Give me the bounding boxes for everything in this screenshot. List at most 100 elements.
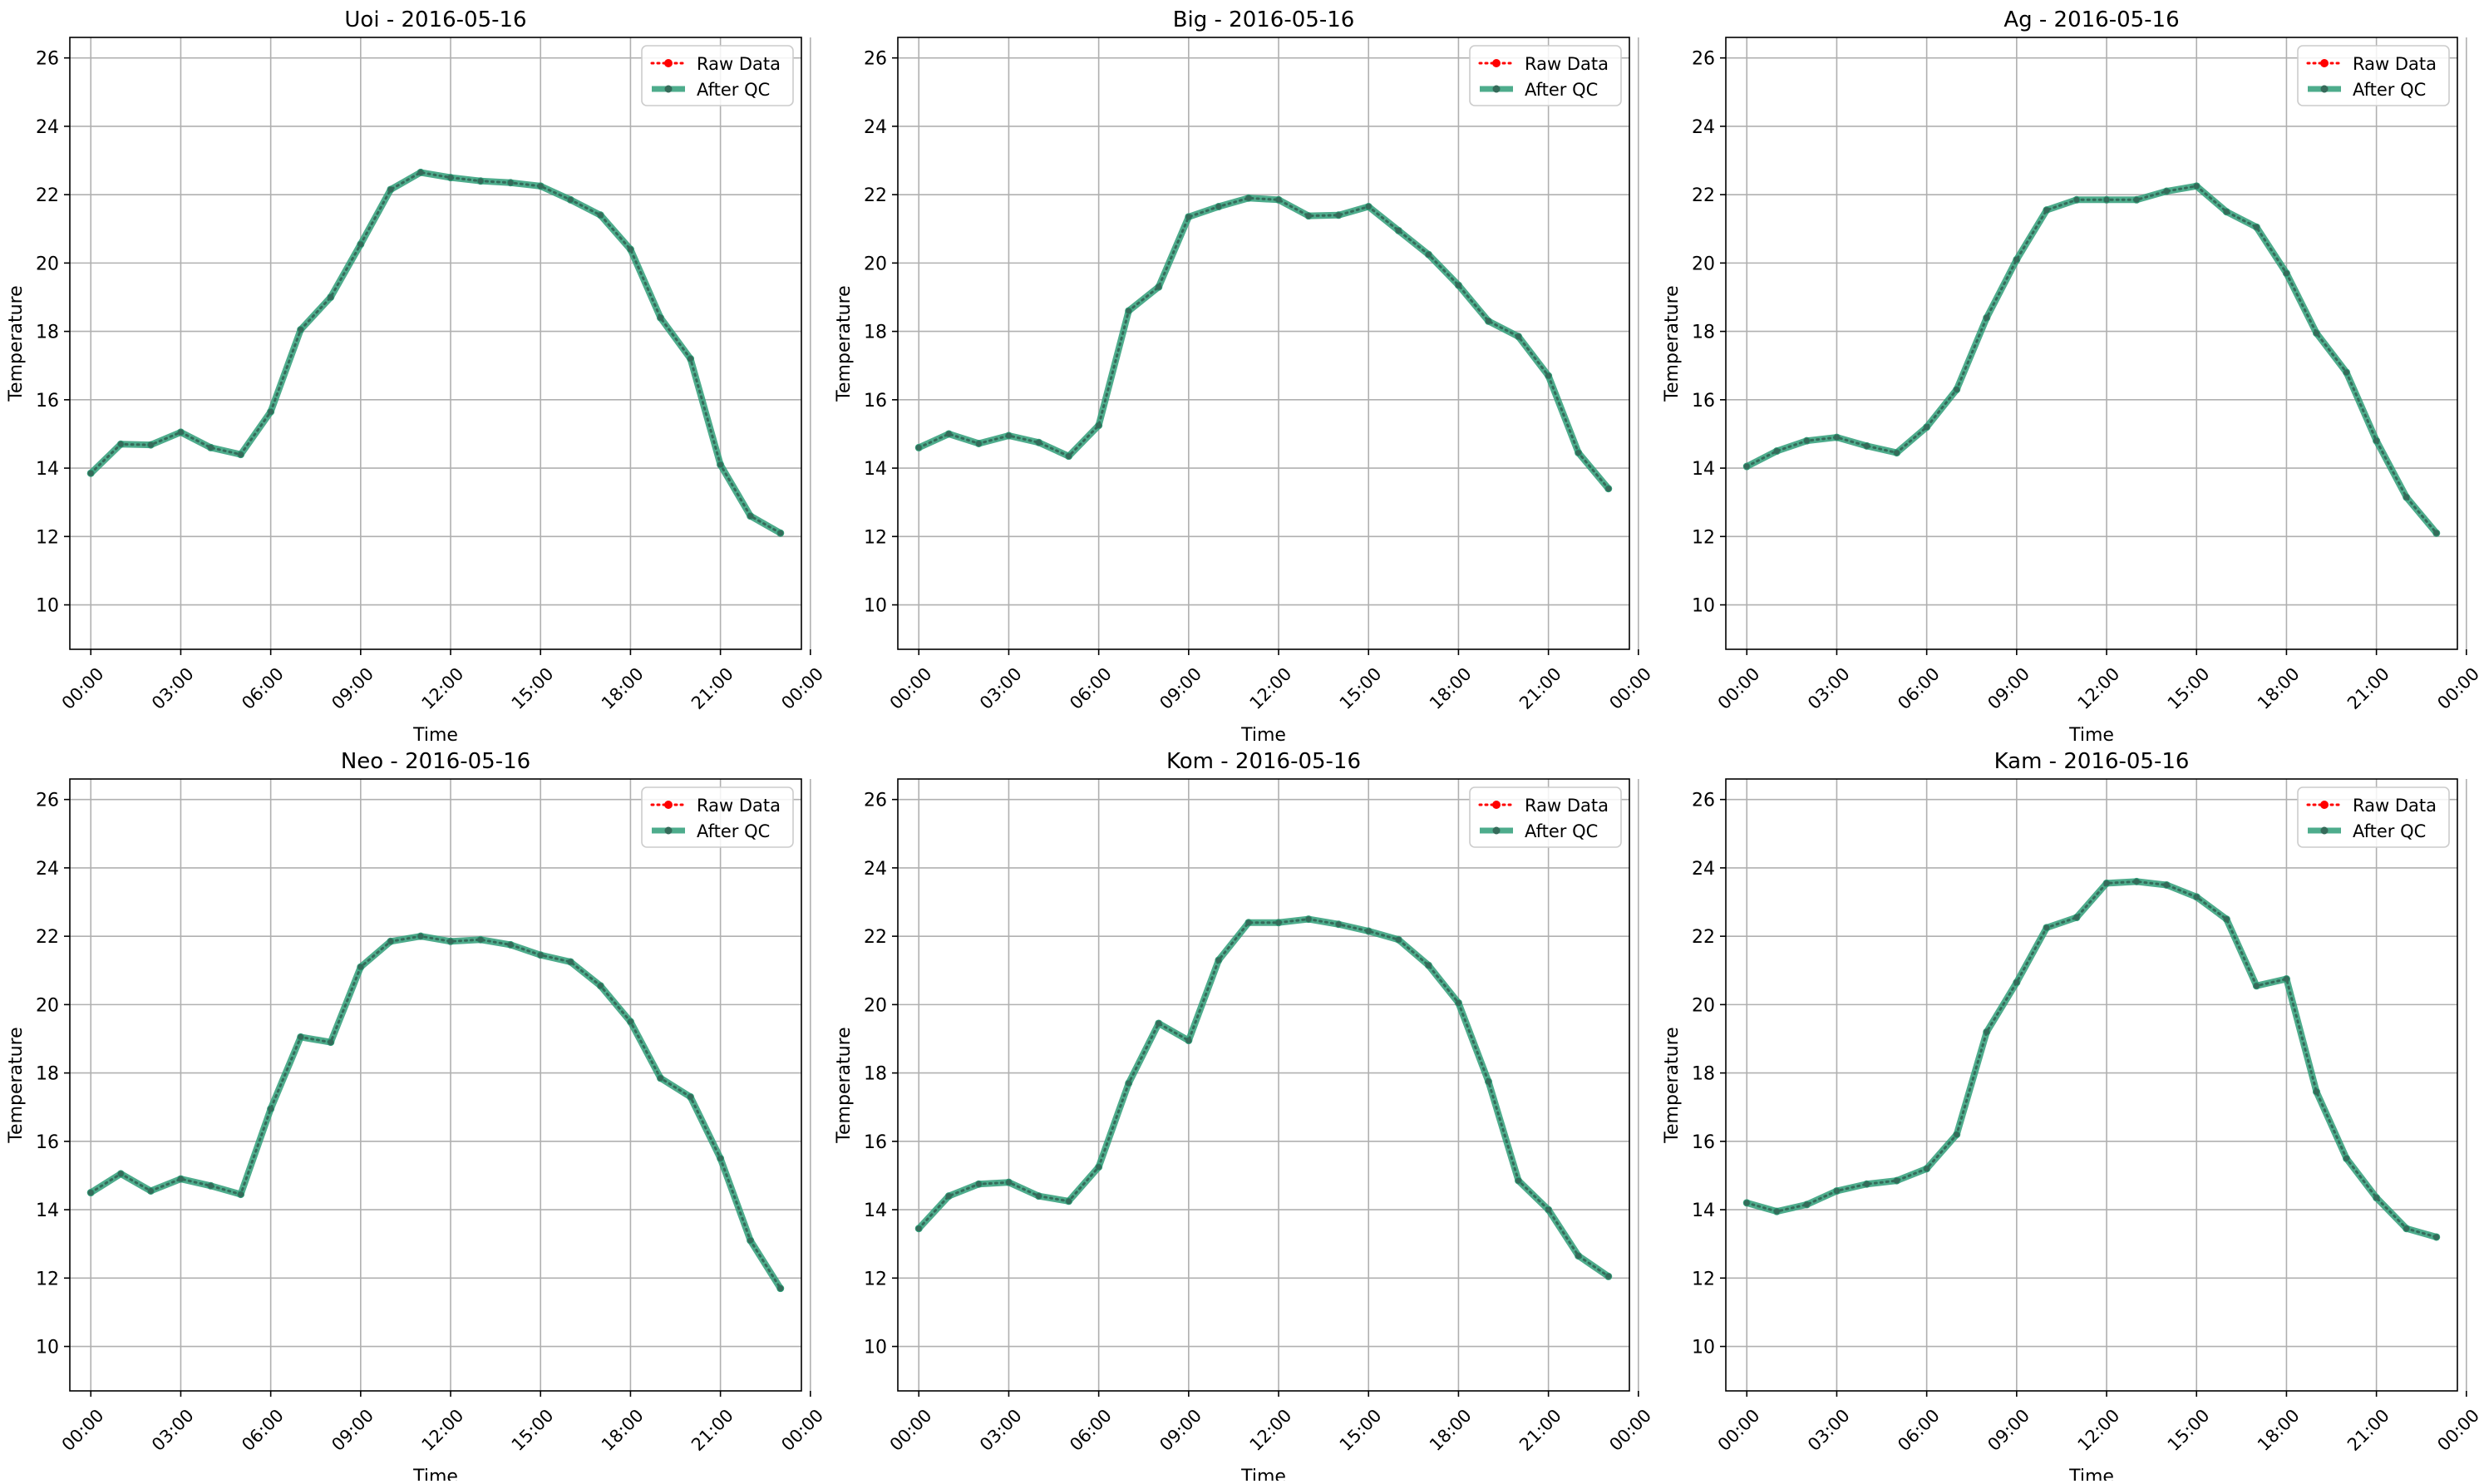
legend: Raw Data After QC xyxy=(1469,786,1622,848)
subplot-title: Kom - 2016-05-16 xyxy=(1166,749,1361,774)
raw-data-point xyxy=(1455,999,1461,1006)
raw-data-point xyxy=(2403,1225,2410,1232)
raw-data-point xyxy=(298,1033,304,1040)
y-tick-label: 10 xyxy=(36,596,59,617)
raw-data-point xyxy=(268,408,274,415)
raw-data-point xyxy=(117,1171,124,1177)
raw-data-point xyxy=(238,1191,244,1198)
x-tick-label: 00:00 xyxy=(2433,1405,2479,1455)
raw-data-point xyxy=(1984,1028,1990,1035)
legend-qc-marker xyxy=(664,826,673,835)
raw-data-point xyxy=(747,1237,754,1244)
x-tick-label: 21:00 xyxy=(1515,663,1565,713)
raw-data-point xyxy=(1335,921,1342,928)
subplot-3: 10 12 14 16 18 20 22 24 26 00:00 03:00 06:00 09:00 12… xyxy=(1662,7,2479,746)
x-tick-label: 15:00 xyxy=(2164,663,2214,713)
raw-data-point xyxy=(2163,188,2170,195)
legend-qc-marker xyxy=(1492,826,1501,835)
raw-data-point xyxy=(2043,207,2050,214)
legend-raw-label: Raw Data xyxy=(1525,54,1609,74)
legend-raw-marker xyxy=(2320,59,2329,67)
series-after-qc-line xyxy=(915,915,1612,1280)
raw-data-point xyxy=(2313,1088,2319,1095)
y-tick-label: 10 xyxy=(1692,1338,1715,1358)
raw-data-point xyxy=(2283,270,2289,277)
y-tick-label: 22 xyxy=(864,927,887,948)
raw-data-point xyxy=(1954,387,1960,393)
raw-data-point xyxy=(208,1182,214,1189)
y-tick-label: 20 xyxy=(36,254,59,274)
y-tick-label: 22 xyxy=(864,185,887,206)
x-tick-label: 00:00 xyxy=(886,663,936,713)
raw-data-point xyxy=(2193,183,2200,190)
y-tick-label: 16 xyxy=(36,1132,59,1153)
x-tick-label: 12:00 xyxy=(418,663,468,713)
raw-data-point xyxy=(597,983,604,989)
raw-data-point xyxy=(1833,1187,1840,1194)
series-raw-data-line xyxy=(89,934,782,1290)
x-tick-label: 03:00 xyxy=(1804,663,1854,713)
raw-data-point xyxy=(1185,214,1192,220)
raw-data-point xyxy=(177,429,184,436)
series-raw-data-line xyxy=(917,918,1610,1278)
raw-data-point xyxy=(1036,1193,1042,1200)
y-tick-label: 12 xyxy=(864,1269,887,1289)
raw-data-point xyxy=(1305,916,1312,923)
raw-data-point xyxy=(717,461,724,468)
raw-data-point xyxy=(298,327,304,333)
subplot-5: 10 12 14 16 18 20 22 24 26 00:00 03:00 06:00 09:00 12… xyxy=(834,749,1655,1484)
legend-raw-label: Raw Data xyxy=(697,54,781,74)
x-tick-label: 21:00 xyxy=(2343,663,2393,713)
y-tick-label: 24 xyxy=(36,117,59,138)
y-tick-label: 26 xyxy=(1692,791,1715,811)
raw-data-point xyxy=(1894,450,1900,456)
legend-raw-label: Raw Data xyxy=(1525,796,1609,816)
x-tick-label: 09:00 xyxy=(1156,663,1205,713)
series-raw-data-line xyxy=(1745,880,2438,1239)
raw-data-point xyxy=(2223,209,2230,215)
raw-data-point xyxy=(87,470,94,476)
y-tick-label: 12 xyxy=(1692,527,1715,548)
x-tick-label: 12:00 xyxy=(2074,663,2124,713)
legend-raw-label: Raw Data xyxy=(2353,796,2437,816)
legend-qc-marker xyxy=(1492,85,1501,93)
raw-data-point xyxy=(1515,1177,1522,1184)
x-tick-label: 15:00 xyxy=(508,663,558,713)
y-tick-label: 20 xyxy=(864,995,887,1016)
x-axis-label: Time xyxy=(2068,1467,2114,1481)
raw-data-point xyxy=(328,293,334,300)
x-tick-label: 03:00 xyxy=(148,1405,198,1455)
raw-data-point xyxy=(147,1187,154,1194)
x-tick-label: 06:00 xyxy=(238,663,288,713)
raw-data-point xyxy=(1096,422,1102,429)
y-tick-label: 18 xyxy=(1692,323,1715,343)
raw-data-point xyxy=(1833,434,1840,441)
raw-data-point xyxy=(2253,983,2260,989)
y-tick-label: 24 xyxy=(1692,117,1715,138)
subplot-2: 10 12 14 16 18 20 22 24 26 00:00 03:00 06:00 09:00 12… xyxy=(834,7,1655,746)
subplot-title: Neo - 2016-05-16 xyxy=(341,749,530,774)
x-tick-label: 21:00 xyxy=(2343,1405,2393,1455)
raw-data-point xyxy=(417,169,424,175)
series-raw-data-line xyxy=(89,170,782,535)
subplot-title: Big - 2016-05-16 xyxy=(1173,7,1355,32)
raw-data-point xyxy=(2223,916,2230,923)
legend-raw-marker xyxy=(1492,801,1501,809)
x-tick-label: 09:00 xyxy=(328,663,377,713)
subplot-6: 10 12 14 16 18 20 22 24 26 00:00 03:00 06:00 09:00 12… xyxy=(1662,749,2479,1484)
y-axis-label: Temperature xyxy=(6,1027,27,1143)
raw-data-point xyxy=(2133,878,2140,885)
raw-data-point xyxy=(567,196,574,203)
raw-data-point xyxy=(975,440,982,446)
x-axis-label: Time xyxy=(1240,1467,1286,1481)
y-axis-label: Temperature xyxy=(1662,285,1683,402)
raw-data-point xyxy=(945,431,952,437)
subplot-1: 10 12 14 16 18 20 22 24 26 00:00 03:00 06:00 09:00 12… xyxy=(6,7,827,746)
y-tick-label: 18 xyxy=(1692,1064,1715,1085)
raw-data-point xyxy=(688,356,694,362)
y-tick-label: 16 xyxy=(864,391,887,412)
legend-qc-label: After QC xyxy=(697,80,770,100)
raw-data-point xyxy=(2373,1195,2380,1201)
